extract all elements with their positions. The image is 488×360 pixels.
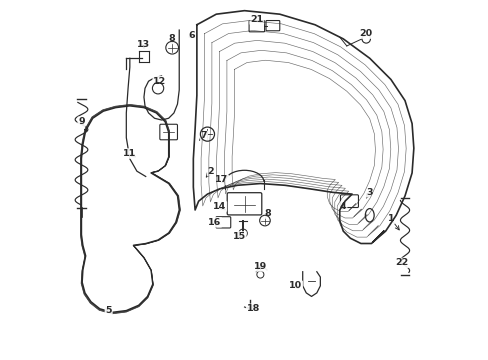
Text: 18: 18 (246, 304, 260, 313)
Text: 17: 17 (215, 175, 228, 184)
Text: 7: 7 (200, 131, 207, 140)
Text: 8: 8 (264, 209, 270, 218)
Text: 13: 13 (137, 40, 150, 49)
Text: 4: 4 (339, 202, 346, 211)
Text: 19: 19 (253, 262, 266, 271)
Text: 22: 22 (394, 258, 407, 267)
Text: 15: 15 (232, 232, 245, 241)
Text: 12: 12 (153, 77, 166, 86)
Text: 16: 16 (207, 218, 221, 227)
Text: 6: 6 (188, 31, 195, 40)
Text: 5: 5 (105, 306, 112, 315)
Text: 11: 11 (123, 149, 136, 158)
Text: 2: 2 (207, 167, 214, 176)
Text: 1: 1 (387, 214, 393, 223)
Text: 14: 14 (213, 202, 226, 211)
Text: 8: 8 (168, 34, 175, 43)
Text: 9: 9 (78, 117, 84, 126)
Text: 21: 21 (250, 15, 263, 24)
Text: 3: 3 (366, 188, 372, 197)
Text: 20: 20 (359, 29, 372, 38)
Text: 10: 10 (288, 281, 302, 290)
